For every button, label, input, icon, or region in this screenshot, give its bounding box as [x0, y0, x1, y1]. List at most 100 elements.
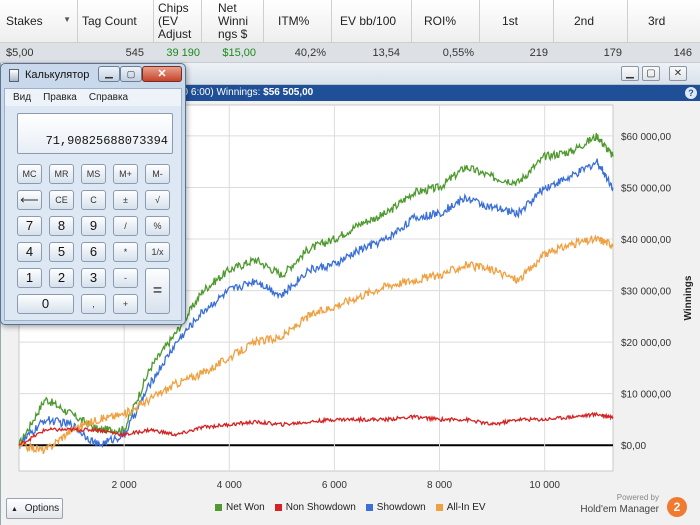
cell-1st: 219 — [529, 47, 548, 59]
options-button[interactable]: ▲ Options — [6, 498, 63, 519]
cell-tag-count: 545 — [125, 47, 144, 59]
sqrt-button[interactable]: √ — [145, 190, 170, 210]
legend-item-net-won[interactable]: Net Won — [215, 502, 265, 513]
series-line-all-in-ev — [18, 234, 614, 455]
brand-badge-icon: 2 — [667, 497, 687, 517]
column-header-stakes[interactable]: Stakes ▼ — [0, 0, 78, 43]
graph-date-range: 20 6:00) — [177, 87, 214, 98]
brand-name: Hold'em Manager — [580, 504, 659, 515]
memory-clear-button[interactable]: MC — [17, 164, 42, 184]
column-header-label: ROI% — [424, 14, 457, 28]
digit-3-button[interactable]: 3 — [81, 268, 106, 288]
column-header-label: ITM% — [278, 14, 310, 28]
cell-stakes: $5,00 — [6, 47, 34, 59]
x-tick-label: 10 000 — [529, 480, 560, 491]
legend-label: Non Showdown — [285, 502, 356, 513]
calculator-body: Вид Правка Справка 71,90825688073394 MC … — [4, 88, 182, 321]
calculator-window[interactable]: Калькулятор ▁ ▢ ✕ Вид Правка Справка 71,… — [0, 63, 186, 325]
add-button[interactable]: + — [113, 294, 138, 314]
percent-button[interactable]: % — [145, 216, 170, 236]
powered-by-text: Powered by — [616, 493, 659, 502]
legend-label: Net Won — [226, 502, 265, 513]
graph-footer: ▲ Options Net Won Non Showdown Showdown … — [1, 493, 700, 525]
holdem-manager-logo: Powered by Hold'em Manager 2 — [577, 493, 687, 523]
digit-8-button[interactable]: 8 — [49, 216, 74, 236]
column-header-itm[interactable]: ITM% — [264, 0, 332, 43]
column-header-2nd[interactable]: 2nd — [554, 0, 628, 43]
column-header-3rd[interactable]: 3rd — [628, 0, 700, 43]
minimize-button[interactable]: ▁ — [621, 66, 639, 81]
column-header-tag-count[interactable]: Tag Count — [78, 0, 154, 43]
backspace-button[interactable]: ⟵ — [17, 190, 42, 210]
column-header-roi[interactable]: ROI% — [412, 0, 480, 43]
legend-swatch — [215, 504, 222, 511]
table-row[interactable]: $5,00 545 39 190 $15,00 40,2% 13,54 0,55… — [0, 43, 700, 63]
digit-5-button[interactable]: 5 — [49, 242, 74, 262]
digit-1-button[interactable]: 1 — [17, 268, 42, 288]
stats-header-row: Stakes ▼ Tag Count Chips (EV Adjust Net … — [0, 0, 700, 43]
column-header-label: 1st — [502, 14, 519, 28]
decimal-button[interactable]: , — [81, 294, 106, 314]
graph-header-text: 20 6:00) Winnings: $56 505,00 — [177, 85, 313, 101]
memory-subtract-button[interactable]: M- — [145, 164, 170, 184]
legend-swatch — [274, 504, 282, 511]
digit-4-button[interactable]: 4 — [17, 242, 42, 262]
memory-add-button[interactable]: M+ — [113, 164, 138, 184]
column-header-label: 2nd — [574, 14, 595, 28]
x-tick-label: 4 000 — [217, 480, 242, 491]
calculator-title: Калькулятор — [25, 69, 90, 81]
close-button[interactable]: ✕ — [669, 66, 687, 81]
options-label: Options — [24, 503, 60, 514]
maximize-button[interactable]: ▢ — [642, 66, 660, 81]
plus-minus-button[interactable]: ± — [113, 190, 138, 210]
series-line-non-showdown — [18, 411, 614, 446]
column-header-net-winnings[interactable]: Net Winni ngs $ — [202, 0, 264, 43]
y-tick-label: $20 000,00 — [621, 338, 671, 349]
help-icon[interactable]: ? — [685, 87, 697, 99]
column-header-1st[interactable]: 1st — [480, 0, 554, 43]
legend-item-all-in-ev[interactable]: All-In EV — [435, 502, 486, 513]
column-header-label: Net Winni ngs $ — [218, 1, 249, 41]
minimize-button[interactable]: ▁ — [98, 66, 120, 82]
series-line-showdown — [18, 158, 614, 450]
cell-net-winnings: $15,00 — [222, 47, 256, 59]
calculator-titlebar[interactable]: Калькулятор ▁ ▢ ✕ — [1, 64, 185, 86]
digit-0-button[interactable]: 0 — [17, 294, 74, 314]
close-button[interactable]: ✕ — [142, 66, 182, 82]
column-header-label: Stakes — [6, 14, 43, 28]
y-axis-label: Winnings — [683, 275, 694, 320]
menu-item-help[interactable]: Справка — [88, 92, 129, 103]
cell-roi: 0,55% — [442, 47, 474, 59]
maximize-button[interactable]: ▢ — [120, 66, 142, 82]
series-line-net-won — [18, 132, 614, 446]
divide-button[interactable]: / — [113, 216, 138, 236]
cell-itm: 40,2% — [294, 47, 326, 59]
digit-7-button[interactable]: 7 — [17, 216, 42, 236]
memory-store-button[interactable]: MS — [81, 164, 106, 184]
chart-legend: Net Won Non Showdown Showdown All-In EV — [215, 502, 486, 513]
digit-6-button[interactable]: 6 — [81, 242, 106, 262]
digit-2-button[interactable]: 2 — [49, 268, 74, 288]
winnings-label: Winnings: — [216, 87, 261, 98]
stats-table: Stakes ▼ Tag Count Chips (EV Adjust Net … — [0, 0, 700, 63]
cell-3rd: 146 — [673, 47, 692, 59]
digit-9-button[interactable]: 9 — [81, 216, 106, 236]
column-header-ev-bb100[interactable]: EV bb/100 — [332, 0, 412, 43]
clear-entry-button[interactable]: CE — [49, 190, 74, 210]
equals-button[interactable]: = — [145, 268, 170, 314]
column-header-chips-ev[interactable]: Chips (EV Adjust — [154, 0, 202, 43]
legend-item-showdown[interactable]: Showdown — [365, 502, 426, 513]
legend-label: All-In EV — [446, 502, 486, 513]
menu-item-edit[interactable]: Правка — [43, 92, 77, 103]
memory-recall-button[interactable]: MR — [49, 164, 74, 184]
multiply-button[interactable]: * — [113, 242, 138, 262]
clear-button[interactable]: C — [81, 190, 106, 210]
legend-item-non-showdown[interactable]: Non Showdown — [274, 502, 356, 513]
column-header-label: Chips (EV Adjust — [158, 1, 192, 41]
reciprocal-button[interactable]: 1/x — [145, 242, 170, 262]
column-header-label: EV bb/100 — [340, 14, 397, 28]
chevron-down-icon[interactable]: ▼ — [63, 15, 71, 24]
subtract-button[interactable]: - — [113, 268, 138, 288]
menu-item-view[interactable]: Вид — [13, 92, 32, 103]
calculator-display: 71,90825688073394 — [17, 113, 173, 154]
